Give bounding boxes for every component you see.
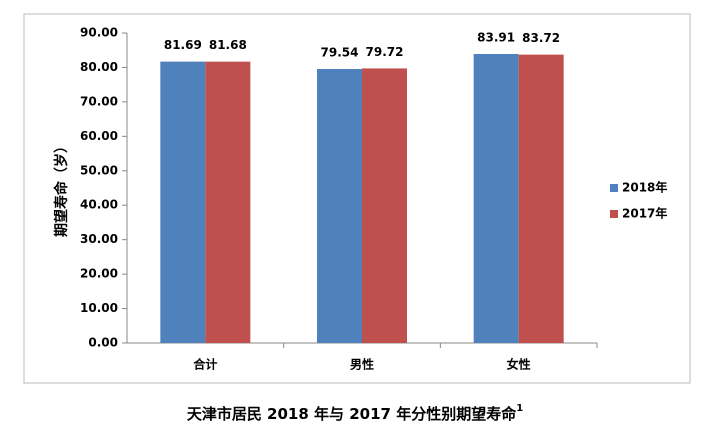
y-tick-label: 40.00 (80, 198, 118, 212)
bar (317, 69, 362, 343)
legend-swatch (610, 184, 618, 192)
bar (205, 61, 251, 343)
y-tick-label: 90.00 (80, 26, 118, 40)
y-tick-label: 30.00 (80, 232, 118, 246)
bar (362, 68, 407, 344)
legend-label: 2017年 (622, 206, 667, 221)
data-label: 79.54 (321, 46, 359, 60)
y-tick-label: 0.00 (88, 336, 118, 350)
title-text: 天津市居民 2018 年与 2017 年分性别期望寿命 (187, 405, 517, 423)
data-label: 83.72 (522, 31, 560, 45)
y-tick-label: 50.00 (80, 163, 118, 177)
y-tick-label: 80.00 (80, 60, 118, 74)
legend-label: 2018年 (622, 180, 667, 195)
data-label: 81.68 (209, 38, 247, 52)
x-tick-label: 女性 (507, 357, 531, 372)
x-tick-label: 合计 (193, 357, 217, 372)
chart-title: 天津市居民 2018 年与 2017 年分性别期望寿命1 (187, 403, 523, 423)
y-tick-label: 20.00 (80, 267, 118, 281)
y-tick-label: 60.00 (80, 129, 118, 143)
y-axis-title: 期望寿命（岁） (53, 139, 70, 237)
data-label: 79.72 (366, 45, 404, 59)
x-tick-label: 男性 (350, 357, 374, 372)
data-label: 83.91 (477, 30, 515, 44)
title-note: 1 (516, 403, 523, 414)
bar (518, 54, 564, 344)
bar (160, 61, 206, 344)
y-tick-label: 10.00 (80, 301, 118, 315)
bar (473, 53, 519, 344)
y-tick-label: 70.00 (80, 94, 118, 108)
legend-swatch (610, 210, 618, 218)
data-label: 81.69 (164, 38, 202, 52)
